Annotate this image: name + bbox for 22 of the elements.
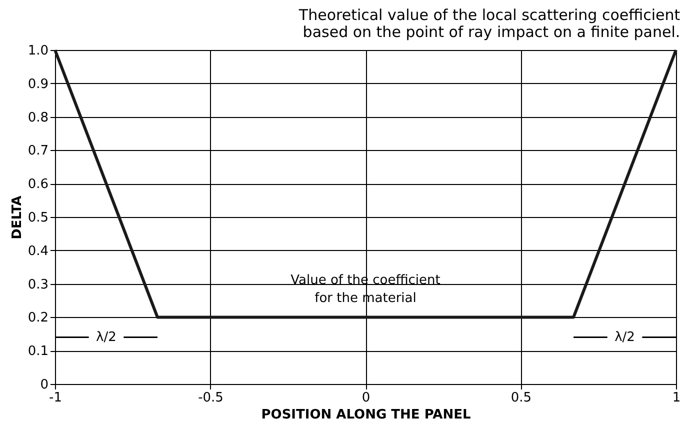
x-tick-label: -1 bbox=[49, 390, 62, 406]
text: based on the point of ray impact on a finite panel. bbox=[302, 23, 680, 41]
y-tick-label: 0 bbox=[40, 378, 48, 392]
annotation: λ/2 bbox=[96, 330, 116, 346]
y-tick-label: 0.6 bbox=[28, 177, 48, 192]
x-tick-label: 0.5 bbox=[510, 390, 532, 406]
y-tick-label: 0.8 bbox=[28, 110, 48, 126]
y-axis-title: DELTA bbox=[10, 196, 25, 240]
x-tick-label: -0.5 bbox=[198, 390, 224, 406]
y-tick-label: 0.9 bbox=[28, 76, 48, 92]
x-axis-title: POSITION ALONG THE PANEL bbox=[261, 408, 471, 422]
annotation: λ/2 bbox=[614, 330, 635, 346]
y-tick-label: 0.7 bbox=[28, 144, 48, 159]
y-tick-label: 0.1 bbox=[28, 344, 48, 360]
y-tick-label: 0.2 bbox=[28, 310, 48, 326]
x-tick-label: 0 bbox=[362, 390, 370, 406]
y-tick-label: 0.3 bbox=[28, 277, 48, 292]
y-tick-label: 1.0 bbox=[28, 44, 48, 58]
y-tick-label: 0.4 bbox=[28, 244, 48, 259]
text: Theoretical value of the local scattering coefficient bbox=[298, 6, 680, 24]
y-tick-label: 0.5 bbox=[28, 210, 48, 226]
x-tick-label: 1 bbox=[672, 390, 681, 406]
